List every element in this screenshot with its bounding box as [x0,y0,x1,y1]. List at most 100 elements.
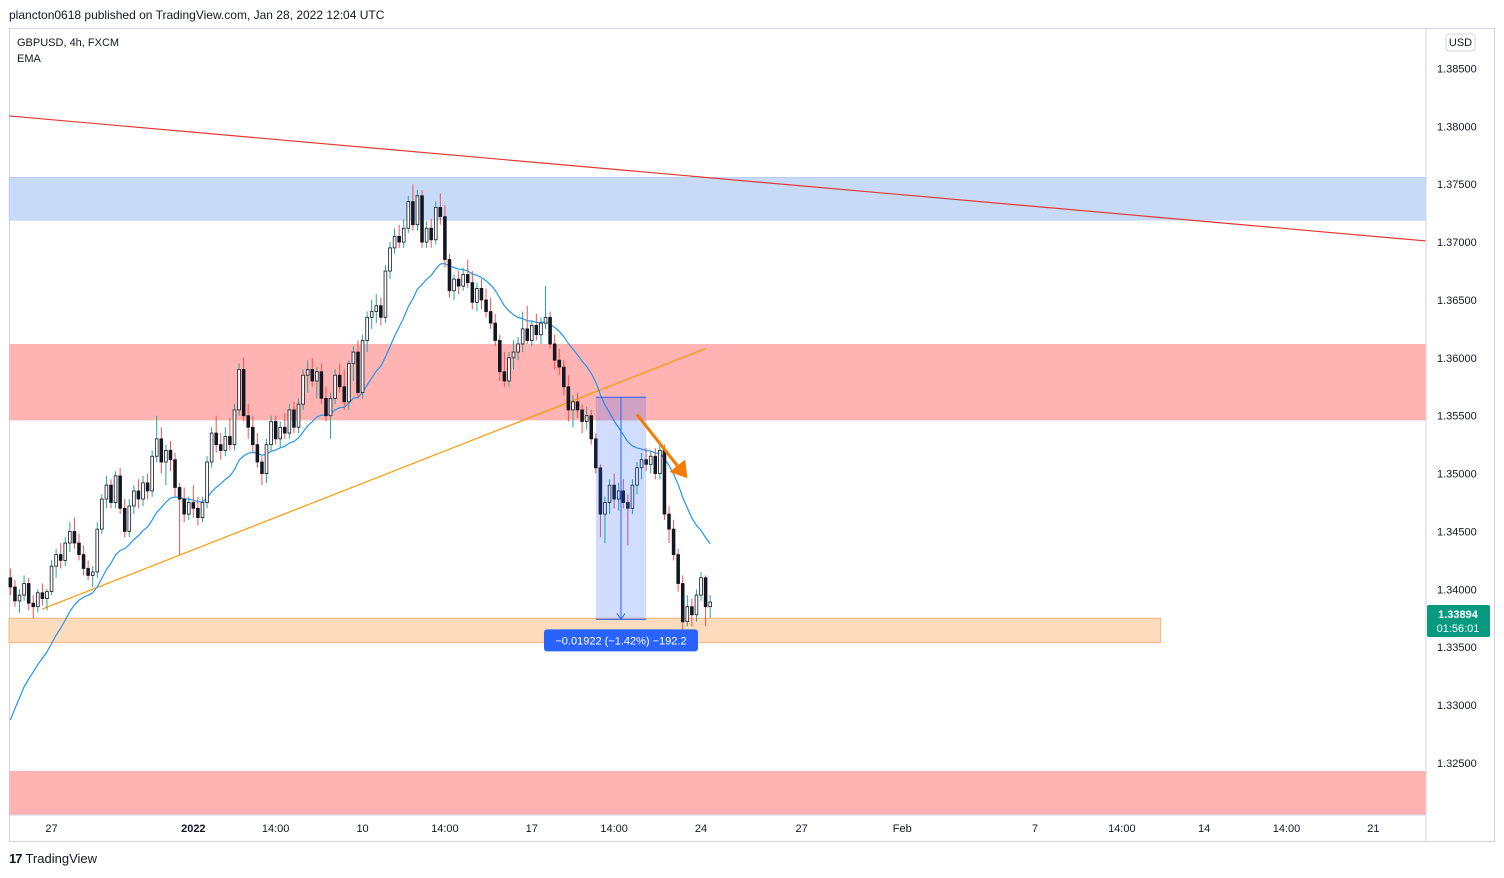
candle-body [365,316,369,341]
candle [177,482,182,555]
candle-body [530,325,534,341]
candle-body [54,554,58,567]
candle [685,595,690,627]
candle-body [58,554,63,561]
candle-body [653,455,658,474]
candle-body [470,282,475,303]
candle-body [584,415,589,422]
candle-body [452,278,456,292]
candle [31,595,36,619]
candle [278,421,283,449]
footer-brand[interactable]: 17 TradingView [9,851,97,866]
candle-body [429,227,433,241]
x-tick-label: 14:00 [600,823,628,835]
candle-body [173,459,177,488]
candle [571,394,575,428]
candle [100,494,104,534]
candle [145,473,150,500]
candle [699,571,703,601]
y-tick-label: 1.38500 [1437,64,1477,76]
candle [159,427,164,474]
candle-body [136,490,141,500]
publish-info: plancton0618 published on TradingView.co… [9,8,385,22]
candle [351,346,356,381]
candle [200,496,205,523]
candle [196,496,200,526]
currency-box[interactable]: USD [1445,33,1476,52]
direction-arrow-head [669,459,688,479]
candle [13,580,17,607]
candle [594,433,598,474]
candle-body [383,270,388,318]
candle [479,279,484,310]
y-tick-label: 1.36000 [1437,353,1477,365]
candle-body [90,571,95,576]
ascending-trendline [42,348,706,610]
candle [443,205,447,268]
candle-body [145,482,150,492]
candle-body [22,583,26,596]
direction-arrow-shaft [635,413,679,467]
lines-layer [8,115,1427,721]
candle-body [305,369,310,376]
candle-body [109,484,113,503]
candle-body [379,305,383,318]
candle-body [502,371,507,382]
candle-body [292,409,296,428]
ema-line [9,262,711,721]
candle-body [511,351,516,359]
candle-body [539,322,543,336]
resistance-zone-blue [8,177,1427,221]
candle-body [603,502,607,515]
candle-body [616,490,621,500]
candle [648,450,653,474]
candle-body [86,568,90,576]
candle-body [241,369,246,417]
current-price-value: 1.33894 [1438,609,1479,621]
candle [17,589,22,613]
candle-body [534,325,539,336]
candle-body [310,369,315,382]
y-tick-label: 1.33000 [1437,700,1477,712]
x-tick-label: 27 [796,823,808,835]
candle-body [223,436,228,451]
candle [301,369,305,410]
candle [507,352,511,387]
candle-body [237,369,241,411]
candle [644,448,648,472]
candle-body [388,247,392,272]
candle-body [475,288,479,303]
candle [630,479,635,515]
candle [415,190,420,231]
candle [475,282,479,312]
candle-body [278,426,283,440]
brand-name: TradingView [25,851,98,866]
candle-body [219,444,223,451]
candle [72,517,77,549]
y-tick-label: 1.37000 [1437,237,1477,249]
candle-body [255,444,260,463]
candle-body [433,206,438,241]
measure-arrow-head [616,613,626,621]
candle-body [209,432,214,463]
legend-symbol[interactable]: GBPUSD, 4h, FXCM [17,37,119,49]
supply-zone-red [9,343,1426,421]
candle-body [630,484,635,509]
candle [347,360,351,410]
candle-body [264,444,269,474]
legend-indicator[interactable]: EMA [17,53,42,65]
candle-body [77,542,81,555]
candle [232,404,237,451]
candle-body [191,502,196,509]
candle-body [374,305,379,312]
candle-body [68,531,72,544]
candle-body [315,371,319,382]
candle [488,297,493,329]
candle [639,452,644,480]
candle-body [406,201,411,229]
candle [676,548,680,592]
candle [132,485,136,515]
candle-body [63,542,68,561]
candle [205,456,209,509]
